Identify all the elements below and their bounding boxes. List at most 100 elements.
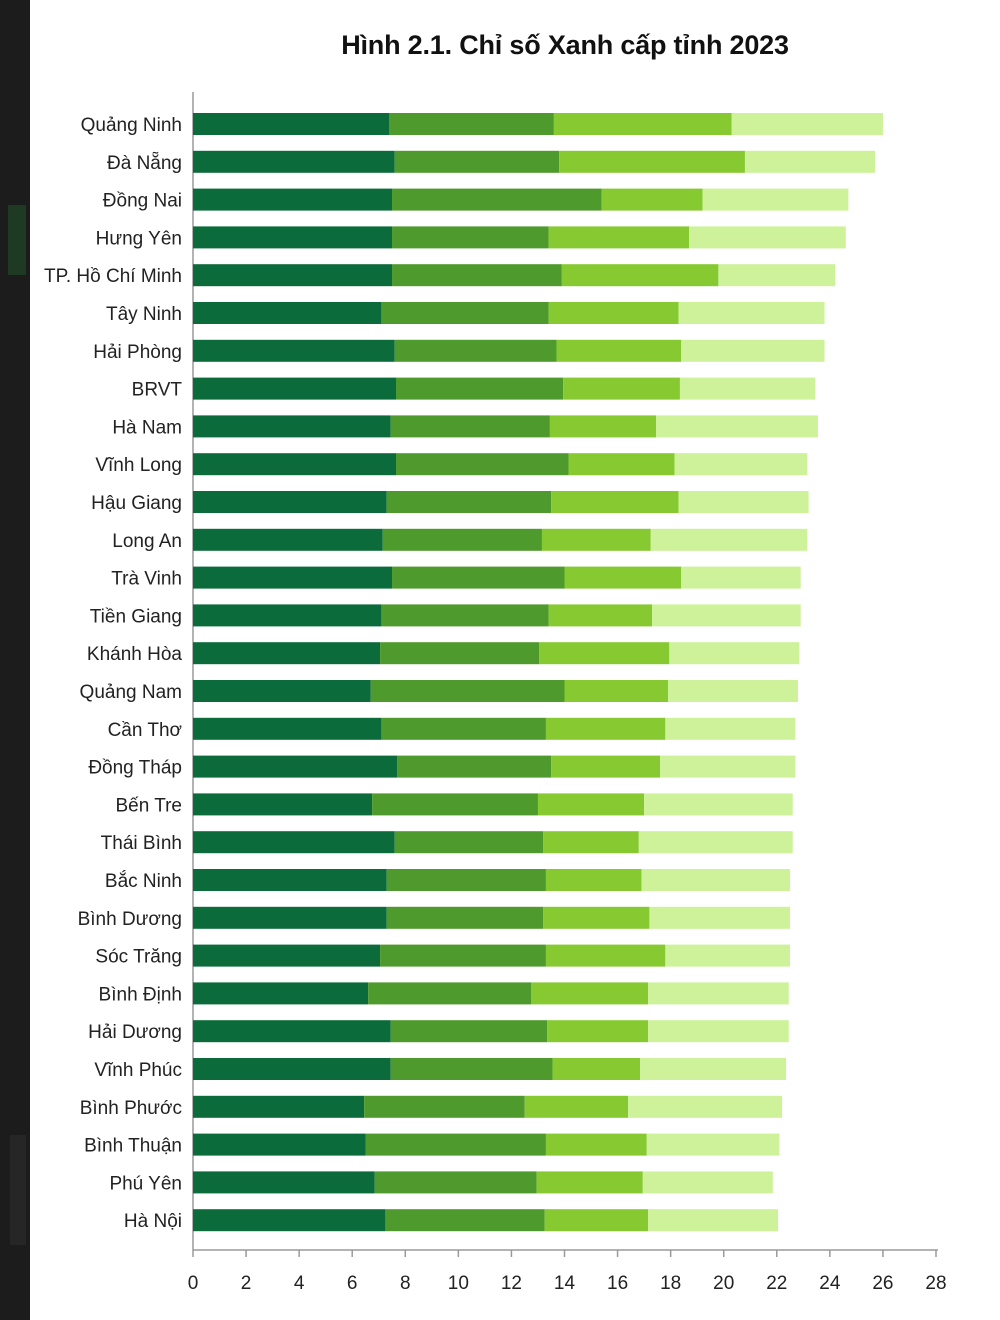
category-label: Vĩnh Long	[95, 455, 182, 476]
bar-segment-2	[390, 1058, 553, 1080]
bar-segment-2	[394, 339, 557, 362]
bar-segment-3	[563, 377, 680, 400]
bar-segment-2	[390, 415, 550, 438]
bar-segment-2	[394, 831, 544, 854]
x-tick-label: 14	[554, 1273, 576, 1294]
bar-segment-3	[547, 1020, 649, 1043]
bar-segment-1	[193, 982, 369, 1005]
bar-segment-4	[638, 831, 793, 854]
category-label: Đồng Tháp	[88, 758, 182, 779]
bar-segment-2	[380, 642, 540, 665]
bar-segment-2	[381, 604, 549, 627]
bar-segment-3	[551, 755, 661, 778]
bar-segment-4	[642, 1171, 773, 1194]
bar-segment-2	[394, 150, 560, 173]
bar-segment-4	[681, 566, 801, 589]
x-tick-label: 22	[766, 1273, 787, 1294]
bar-segment-4	[667, 680, 799, 702]
bar-segment-4	[702, 188, 849, 211]
bar-segment-4	[652, 604, 801, 627]
bar-segment-1	[193, 226, 393, 249]
bar-segment-4	[669, 642, 800, 665]
x-tick-label: 0	[188, 1273, 199, 1294]
bar-segment-3	[551, 491, 679, 513]
bar-segment-3	[561, 264, 719, 287]
bar-segment-4	[678, 302, 825, 324]
bar-segment-3	[564, 566, 682, 589]
x-tick-label: 26	[872, 1273, 893, 1294]
category-label: Bình Định	[99, 984, 182, 1005]
bar-segment-1	[193, 831, 395, 854]
bar-segment-1	[193, 188, 393, 211]
bar-segment-3	[531, 982, 649, 1005]
bar-segment-3	[545, 1133, 647, 1156]
x-tick-label: 6	[347, 1273, 358, 1294]
bar-segment-3	[536, 1171, 643, 1194]
bar-segment-3	[543, 906, 650, 929]
x-tick-label: 24	[819, 1273, 841, 1294]
category-label: Hà Nam	[112, 417, 182, 438]
category-label: Thái Bình	[101, 833, 182, 854]
category-label: Long An	[112, 531, 182, 552]
category-label: Bắc Ninh	[105, 870, 182, 892]
bar-segment-4	[628, 1095, 783, 1118]
bar-segment-1	[193, 1020, 391, 1043]
bar-segment-1	[193, 113, 390, 135]
bar-segment-4	[665, 944, 791, 967]
bar-segment-1	[193, 1209, 386, 1232]
bar-segment-2	[381, 302, 549, 324]
bar-segment-4	[656, 415, 818, 438]
x-tick-label: 8	[400, 1273, 411, 1294]
bar-segment-1	[193, 453, 396, 476]
bar-segment-2	[386, 869, 546, 891]
bar-segment-4	[648, 982, 789, 1005]
bar-segment-1	[193, 1058, 391, 1080]
x-tick-label: 28	[925, 1273, 946, 1294]
bar-segment-2	[372, 793, 538, 816]
category-label: Phú Yên	[109, 1173, 182, 1194]
category-label: Hải Phòng	[93, 342, 182, 363]
bar-segment-3	[553, 113, 732, 135]
bar-segment-3	[541, 528, 651, 551]
category-label: Hưng Yên	[96, 228, 182, 249]
bar-segment-1	[193, 264, 393, 287]
bar-segment-4	[640, 1058, 787, 1080]
left-edge-panel	[0, 0, 30, 1320]
bar-segment-4	[650, 528, 808, 551]
x-tick-label: 4	[294, 1273, 305, 1294]
category-label: Bến Tre	[115, 795, 182, 816]
chart-title: Hình 2.1. Chỉ số Xanh cấp tỉnh 2023	[341, 30, 789, 60]
category-label: Hậu Giang	[91, 493, 182, 514]
category-label: Tiền Giang	[90, 606, 182, 627]
bar-segment-4	[646, 1133, 780, 1156]
bar-segment-4	[644, 793, 793, 816]
category-label: Tây Ninh	[106, 304, 182, 325]
bar-segment-4	[731, 113, 883, 135]
bar-segment-1	[193, 566, 393, 589]
bar-segment-1	[193, 793, 373, 816]
bar-segment-1	[193, 680, 371, 702]
bar-segment-2	[370, 680, 565, 702]
category-label: Bình Phước	[80, 1098, 182, 1119]
category-label: BRVT	[132, 380, 183, 401]
bar-segment-1	[193, 869, 387, 891]
bar-segment-4	[718, 264, 836, 287]
bar-segment-1	[193, 150, 395, 173]
bar-segment-4	[649, 906, 791, 929]
bar-segment-3	[568, 453, 675, 476]
bar-segment-3	[556, 339, 682, 362]
x-tick-label: 16	[607, 1273, 628, 1294]
bar-segment-1	[193, 906, 387, 929]
bar-segment-2	[365, 1133, 546, 1156]
bar-segment-4	[744, 150, 875, 173]
bar-segment-1	[193, 755, 398, 778]
bar-segment-1	[193, 377, 396, 400]
bar-segment-3	[559, 150, 745, 173]
bar-segment-1	[193, 1171, 375, 1194]
bar-segment-2	[395, 377, 564, 400]
bar-segment-2	[392, 188, 602, 211]
bar-segment-3	[544, 1209, 649, 1232]
bar-segment-4	[681, 339, 825, 362]
bar-segment-1	[193, 642, 381, 665]
